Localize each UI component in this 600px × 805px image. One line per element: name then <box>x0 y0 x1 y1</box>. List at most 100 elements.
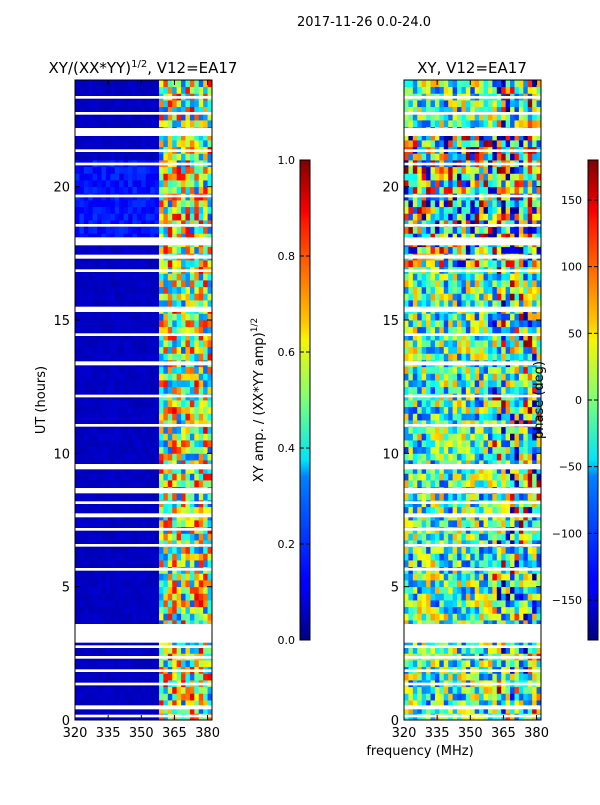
heatmap-cell <box>185 553 190 560</box>
heatmap-cell <box>492 507 497 514</box>
heatmap-cell <box>93 687 98 694</box>
heatmap-cell <box>435 347 440 354</box>
heatmap-cell <box>413 433 418 440</box>
heatmap-cell <box>488 673 493 680</box>
heatmap-cell <box>159 200 164 207</box>
heatmap-cell <box>199 440 204 447</box>
heatmap-cell <box>417 520 422 527</box>
heatmap-cell <box>426 660 431 667</box>
heatmap-cell <box>408 380 413 387</box>
heatmap-cell <box>88 433 93 440</box>
heatmap-cell <box>97 407 102 414</box>
heatmap-cell <box>163 247 168 254</box>
heatmap-cell <box>413 447 418 454</box>
heatmap-cell <box>417 587 422 594</box>
heatmap-cell <box>132 207 137 214</box>
heatmap-cell <box>431 353 436 360</box>
heatmap-cell <box>172 280 177 287</box>
heatmap-cell <box>79 367 84 374</box>
heatmap-cell <box>124 440 129 447</box>
heatmap-cell <box>168 273 173 280</box>
heatmap-cell <box>413 367 418 374</box>
heatmap-cell <box>124 100 129 107</box>
heatmap-cell <box>506 587 511 594</box>
heatmap-cell <box>168 407 173 414</box>
heatmap-cell <box>484 473 489 480</box>
heatmap-cell <box>506 520 511 527</box>
heatmap-cell <box>75 493 80 500</box>
heatmap-cell <box>514 367 519 374</box>
heatmap-cell <box>119 280 124 287</box>
heatmap-cell <box>439 373 444 380</box>
heatmap-cell <box>128 407 133 414</box>
heatmap-cell <box>199 433 204 440</box>
heatmap-cell <box>199 660 204 667</box>
heatmap-cell <box>497 587 502 594</box>
heatmap-cell <box>194 427 199 434</box>
heatmap-cell <box>168 480 173 487</box>
heatmap-cell <box>163 340 168 347</box>
heatmap-cell <box>514 353 519 360</box>
heatmap-cell <box>137 200 142 207</box>
heatmap-cell <box>128 320 133 327</box>
heatmap-cell <box>528 533 533 540</box>
heatmap-cell <box>426 327 431 334</box>
heatmap-cell <box>177 200 182 207</box>
heatmap-cell <box>417 573 422 580</box>
heatmap-cell <box>172 547 177 554</box>
heatmap-cell <box>106 347 111 354</box>
heatmap-cell <box>106 260 111 267</box>
heatmap-cell <box>177 533 182 540</box>
heatmap-cell <box>519 313 524 320</box>
heatmap-cell <box>146 280 151 287</box>
heatmap-cell <box>199 280 204 287</box>
heatmap-cell <box>475 553 480 560</box>
heatmap-cell <box>146 507 151 514</box>
heatmap-cell <box>408 313 413 320</box>
heatmap-cell <box>168 340 173 347</box>
heatmap-cell <box>146 673 151 680</box>
heatmap-cell <box>461 427 466 434</box>
heatmap-cell <box>146 533 151 540</box>
heatmap-cell <box>172 580 177 587</box>
heatmap-cell <box>444 520 449 527</box>
heatmap-cell <box>466 553 471 560</box>
heatmap-cell <box>185 453 190 460</box>
heatmap-cell <box>159 387 164 394</box>
heatmap-cell <box>172 213 177 220</box>
heatmap-cell <box>479 427 484 434</box>
heatmap-cell <box>172 293 177 300</box>
flagged-row <box>75 464 212 469</box>
heatmap-cell <box>93 293 98 300</box>
heatmap-cell <box>519 607 524 614</box>
heatmap-cell <box>110 353 115 360</box>
heatmap-cell <box>422 327 427 334</box>
heatmap-cell <box>124 593 129 600</box>
heatmap-cell <box>75 153 80 160</box>
heatmap-cell <box>163 280 168 287</box>
heatmap-cell <box>203 347 208 354</box>
heatmap-cell <box>199 587 204 594</box>
heatmap-cell <box>102 200 107 207</box>
heatmap-cell <box>75 320 80 327</box>
heatmap-cell <box>79 120 84 127</box>
heatmap-cell <box>128 187 133 194</box>
heatmap-cell <box>439 560 444 567</box>
heatmap-cell <box>461 327 466 334</box>
heatmap-cell <box>501 607 506 614</box>
heatmap-cell <box>177 660 182 667</box>
heatmap-cell <box>181 167 186 174</box>
heatmap-cell <box>168 693 173 700</box>
heatmap-cell <box>128 153 133 160</box>
heatmap-cell <box>439 387 444 394</box>
heatmap-cell <box>185 87 190 94</box>
heatmap-cell <box>128 100 133 107</box>
heatmap-cell <box>168 520 173 527</box>
heatmap-cell <box>132 120 137 127</box>
heatmap-cell <box>404 433 409 440</box>
heatmap-cell <box>484 600 489 607</box>
heatmap-cell <box>203 673 208 680</box>
heatmap-cell <box>159 313 164 320</box>
heatmap-cell <box>439 380 444 387</box>
heatmap-cell <box>168 493 173 500</box>
